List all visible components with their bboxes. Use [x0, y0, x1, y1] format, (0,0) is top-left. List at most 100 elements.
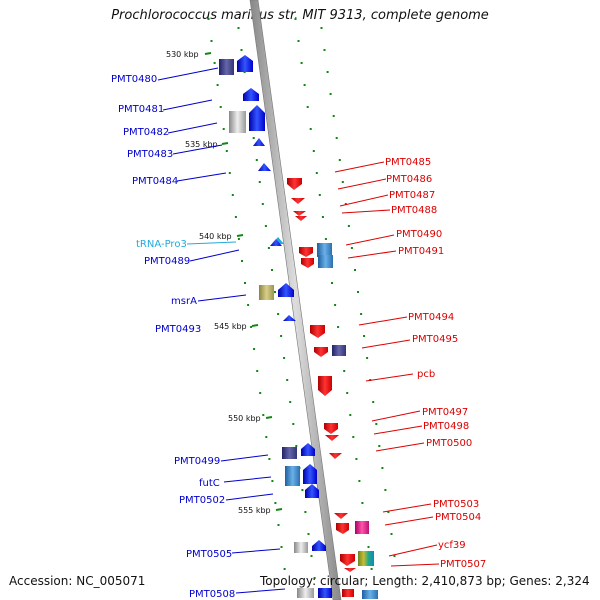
- track-dot: [250, 326, 253, 328]
- track-dot: [231, 194, 234, 196]
- gene-PMT0503[interactable]: PMT0503: [334, 499, 479, 519]
- track-dot: [307, 533, 310, 535]
- track-dot: [306, 106, 309, 108]
- gene-label-PMT0480: PMT0480: [111, 74, 157, 85]
- track-dot: [283, 357, 286, 359]
- gene-PMT0498[interactable]: PMT0498: [325, 421, 469, 441]
- track-dot: [363, 335, 366, 337]
- track-dot: [352, 436, 355, 438]
- gene-PMT0507[interactable]: PMT0507: [344, 559, 486, 572]
- track-dot: [318, 194, 321, 196]
- gene-ycf39[interactable]: ycf39: [340, 540, 466, 566]
- gene-PMT0499[interactable]: PMT0499: [174, 443, 315, 467]
- track-dot: [301, 489, 304, 491]
- gene-PMT0481[interactable]: PMT0481: [118, 88, 259, 115]
- gene-label-PMT0495: PMT0495: [412, 334, 458, 345]
- track-dot: [320, 27, 323, 29]
- track-dot: [393, 555, 396, 557]
- gene-PMT0508[interactable]: PMT0508: [189, 588, 286, 600]
- gene-label-PMT0482: PMT0482: [123, 127, 169, 138]
- gene-label-PMT0487: PMT0487: [389, 190, 435, 201]
- track-dot: [216, 84, 219, 86]
- gene-label-PMT0483: PMT0483: [127, 149, 173, 160]
- track-dot: [375, 423, 378, 425]
- track-dot: [321, 216, 324, 218]
- track-dot: [297, 40, 300, 42]
- gene-PMT0502[interactable]: PMT0502: [179, 484, 319, 506]
- gene-PMT0493[interactable]: PMT0493: [155, 315, 296, 335]
- gene-label-PMT0491: PMT0491: [398, 246, 444, 257]
- track-dot: [262, 414, 265, 416]
- gene-PMT0489[interactable]: PMT0489: [144, 239, 282, 267]
- gene-label-msrA: msrA: [171, 296, 197, 307]
- track-dot: [222, 128, 225, 130]
- tick-label-545: 545 kbp: [214, 322, 247, 331]
- gene-PMT0490[interactable]: PMT0490: [299, 229, 442, 257]
- track-dot: [381, 467, 384, 469]
- gene-PMT0491[interactable]: PMT0491: [301, 246, 444, 268]
- track-dot: [274, 502, 277, 504]
- gene-msrA[interactable]: msrA: [171, 283, 294, 307]
- gene-PMT0500[interactable]: PMT0500: [329, 438, 472, 459]
- track-dot: [360, 313, 363, 315]
- track-dot: [237, 27, 240, 29]
- track-dot: [344, 203, 347, 205]
- tick-label-550: 550 kbp: [228, 414, 261, 423]
- gene-PMT0485[interactable]: PMT0485: [287, 157, 431, 190]
- track-dot: [255, 159, 258, 161]
- tick-540: 540 kbp: [199, 232, 244, 241]
- track-dot: [309, 128, 312, 130]
- gene-PMT0486[interactable]: PMT0486: [291, 174, 432, 204]
- track-dot: [324, 238, 327, 240]
- track-dot: [283, 568, 286, 570]
- gene-PMT0494[interactable]: PMT0494: [310, 312, 454, 338]
- gene-label-PMT0481: PMT0481: [118, 104, 164, 115]
- track-dot: [346, 392, 349, 394]
- gene-pcb[interactable]: pcb: [318, 369, 435, 396]
- gene-label-ycf39: ycf39: [438, 540, 466, 551]
- track-dot: [332, 115, 335, 117]
- gene-label-PMT0497: PMT0497: [422, 407, 468, 418]
- gene-label-PMT0488: PMT0488: [391, 205, 437, 216]
- track-dot: [274, 291, 276, 293]
- track-dot: [241, 260, 243, 262]
- backbone: [249, 0, 342, 600]
- gene-PMT0505[interactable]: PMT0505: [186, 540, 326, 560]
- gene-label-PMT0502: PMT0502: [179, 495, 225, 506]
- gene-PMT0488[interactable]: PMT0488: [295, 205, 437, 221]
- gene-PMT0495[interactable]: PMT0495: [314, 334, 458, 357]
- gene-PMT0497[interactable]: PMT0497: [324, 407, 468, 434]
- gene-PMT0483[interactable]: PMT0483: [127, 138, 265, 160]
- track-dot: [247, 304, 250, 306]
- track-dot: [370, 568, 373, 570]
- track-dot: [313, 577, 316, 579]
- track-dot: [228, 172, 231, 174]
- track-dot: [252, 137, 255, 139]
- tick-label-535: 535 kbp: [185, 140, 218, 149]
- track-dot: [225, 150, 228, 152]
- track-dot: [294, 18, 297, 20]
- gene-PMT0482[interactable]: PMT0482: [123, 105, 265, 138]
- track-dot: [261, 203, 264, 205]
- gene-futC[interactable]: futC: [199, 464, 317, 489]
- genome-title: Prochlorococcus marinus str. MIT 9313, c…: [111, 8, 489, 23]
- gene-PMT0487[interactable]: PMT0487: [293, 190, 435, 216]
- track-dot: [396, 577, 399, 579]
- track-dot: [315, 172, 318, 174]
- track-dot: [280, 335, 283, 337]
- tick-535: 535 kbp: [185, 140, 229, 149]
- track-dot: [264, 225, 267, 227]
- track-dot: [387, 511, 390, 513]
- track-dot: [337, 326, 340, 328]
- gene-PMT0504[interactable]: PMT0504: [336, 512, 481, 534]
- track-dot: [372, 401, 375, 403]
- gene-PMT0480[interactable]: PMT0480: [111, 55, 253, 85]
- track-dot: [256, 370, 259, 372]
- track-dot: [303, 84, 306, 86]
- tick-label-540: 540 kbp: [199, 232, 232, 241]
- gene-PMT0484[interactable]: PMT0484: [132, 163, 271, 187]
- track-dot: [259, 392, 262, 394]
- track-dot: [384, 489, 387, 491]
- gene-label-futC: futC: [199, 478, 220, 489]
